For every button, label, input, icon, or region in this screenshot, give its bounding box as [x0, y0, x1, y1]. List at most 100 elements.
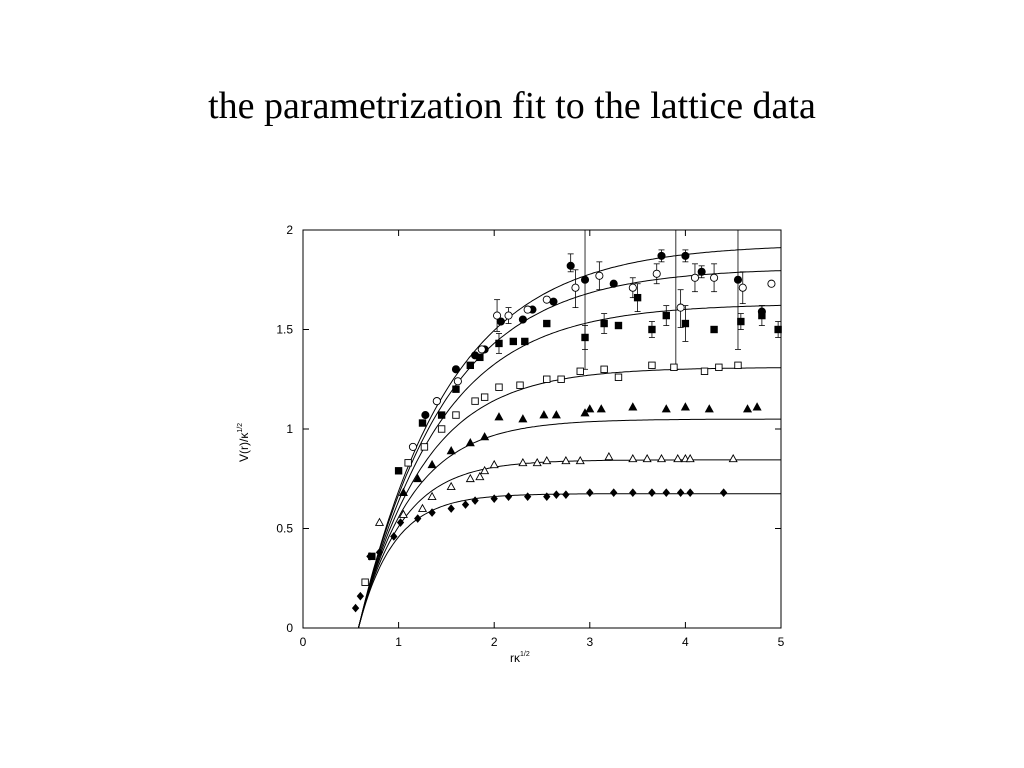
filled-triangle-point	[742, 404, 753, 413]
open-circle-point	[738, 283, 747, 292]
open-triangle-point	[427, 491, 437, 500]
filled-square-point	[521, 337, 529, 346]
filled-diamond-point	[610, 488, 618, 497]
filled-diamond-point	[586, 488, 594, 497]
filled-diamond-point	[490, 494, 498, 503]
filled-triangle-point	[494, 412, 504, 421]
filled-square-point	[581, 333, 589, 342]
open-triangle-point	[446, 481, 456, 491]
fit-curve	[357, 247, 782, 629]
y-tick-label: 0	[286, 621, 293, 635]
filled-square-point	[466, 361, 474, 370]
filled-square-point	[681, 319, 690, 328]
open-square-point	[404, 459, 412, 467]
x-tick-label: 0	[300, 635, 307, 649]
open-circle-point	[453, 377, 462, 386]
filled-triangle-point	[580, 408, 590, 417]
filled-diamond-point	[366, 552, 374, 561]
open-triangle-point	[480, 465, 490, 475]
filled-diamond-point	[356, 591, 365, 601]
filled-diamond-point	[375, 548, 384, 557]
open-triangle-point	[604, 451, 614, 461]
open-circle-point	[408, 442, 417, 451]
open-square-point	[543, 375, 551, 383]
filled-diamond-point	[351, 603, 360, 613]
filled-diamond-point	[629, 488, 637, 497]
filled-diamond-point	[552, 490, 560, 499]
open-circle-point	[690, 273, 700, 282]
open-circle-point	[652, 269, 661, 278]
filled-circle-point	[681, 251, 690, 260]
filled-circle-point	[657, 251, 666, 260]
filled-diamond-point	[543, 492, 551, 501]
open-circle-point	[504, 311, 513, 320]
filled-circle-point	[421, 411, 430, 420]
filled-square-point	[418, 419, 427, 427]
open-triangle-point	[518, 457, 528, 467]
open-circle-point	[676, 303, 685, 312]
open-triangle-point	[542, 455, 552, 465]
open-square-point	[471, 397, 479, 405]
filled-triangle-point	[551, 410, 561, 419]
open-circle-point	[710, 273, 719, 282]
open-triangle-point	[673, 453, 683, 463]
x-tick-label: 2	[491, 635, 498, 649]
open-triangle-point	[642, 453, 652, 463]
open-square-point	[576, 367, 584, 375]
filled-diamond-point	[719, 488, 728, 497]
open-square-point	[480, 393, 489, 401]
open-circle-point	[493, 311, 502, 320]
filled-square-point	[758, 311, 766, 320]
open-circle-point	[628, 283, 637, 292]
open-triangle-point	[489, 459, 499, 469]
filled-circle-point	[549, 297, 558, 306]
filled-circle-point	[496, 317, 505, 326]
filled-diamond-point	[414, 514, 422, 523]
filled-circle-point	[518, 315, 527, 324]
filled-diamond-point	[504, 492, 513, 501]
open-triangle-point	[685, 453, 695, 463]
filled-triangle-point	[661, 404, 671, 413]
filled-triangle-point	[413, 473, 423, 483]
fit-curve	[357, 418, 781, 629]
open-square-point	[516, 381, 524, 389]
filled-triangle-point	[480, 432, 490, 441]
x-tick-label: 5	[778, 635, 785, 649]
open-triangle-point	[561, 455, 571, 465]
open-circle-point	[571, 283, 580, 292]
open-triangle-point	[417, 503, 428, 512]
open-square-point	[670, 363, 678, 372]
y-tick-label: 0.5	[276, 522, 293, 536]
filled-diamond-point	[648, 488, 656, 497]
slide-title: the parametrization fit to the lattice d…	[208, 85, 816, 127]
filled-square-point	[737, 317, 745, 326]
filled-diamond-point	[428, 508, 436, 517]
open-square-point	[495, 383, 503, 391]
filled-diamond-point	[390, 532, 398, 541]
open-triangle-point	[475, 471, 485, 481]
filled-diamond-point	[461, 500, 470, 509]
open-square-point	[648, 361, 656, 370]
fit-curve	[357, 304, 781, 629]
filled-circle-point	[580, 275, 590, 284]
open-square-point	[437, 425, 446, 433]
filled-circle-point	[451, 365, 461, 374]
filled-square-point	[452, 385, 460, 393]
open-square-point	[715, 363, 723, 372]
filled-triangle-point	[539, 410, 549, 419]
filled-square-point	[614, 321, 623, 330]
open-circle-point	[767, 279, 776, 288]
filled-circle-point	[566, 261, 575, 270]
x-tick-label: 3	[586, 635, 593, 649]
filled-square-point	[495, 339, 503, 348]
open-square-point	[557, 375, 565, 383]
filled-diamond-point	[562, 490, 570, 499]
filled-diamond-point	[686, 488, 694, 497]
filled-square-point	[600, 319, 608, 328]
filled-diamond-point	[524, 492, 532, 501]
y-tick-label: 2	[286, 223, 293, 237]
axis-ticks: 0 1 2 3 4 5 0 0.5 1 1.5 2	[276, 223, 784, 649]
filled-square-point	[476, 353, 484, 362]
open-circle-point	[523, 305, 532, 314]
